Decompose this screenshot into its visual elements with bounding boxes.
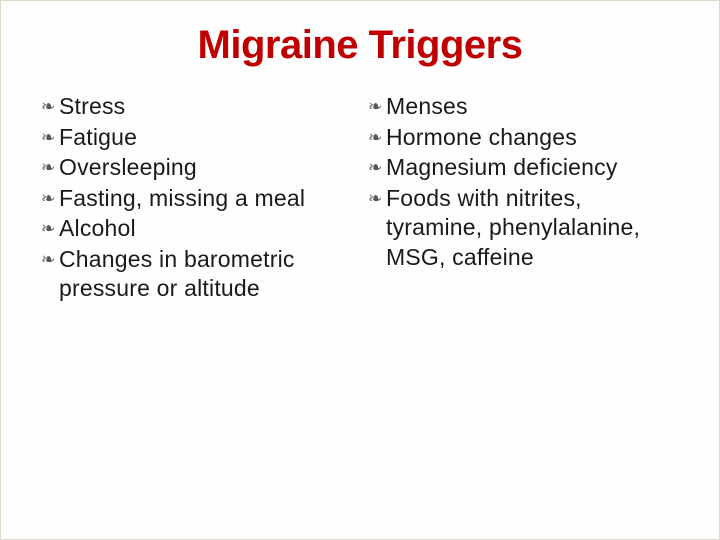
bullet-icon: ❧ — [366, 153, 386, 184]
list-item: ❧ Foods with nitrites, tyramine, phenyla… — [366, 184, 681, 272]
right-column: ❧ Menses ❧ Hormone changes ❧ Magnesium d… — [360, 92, 681, 304]
bullet-icon: ❧ — [39, 123, 59, 154]
list-item-text: Oversleeping — [59, 153, 354, 182]
list-item: ❧ Fatigue — [39, 123, 354, 154]
bullet-icon: ❧ — [39, 153, 59, 184]
list-item-text: Menses — [386, 92, 681, 121]
list-item: ❧ Hormone changes — [366, 123, 681, 154]
list-item-text: Magnesium deficiency — [386, 153, 681, 182]
content-columns: ❧ Stress ❧ Fatigue ❧ Oversleeping ❧ Fast… — [31, 92, 689, 304]
bullet-icon: ❧ — [39, 184, 59, 215]
bullet-icon: ❧ — [366, 184, 386, 215]
list-item-text: Alcohol — [59, 214, 354, 243]
list-item: ❧ Stress — [39, 92, 354, 123]
list-item-text: Stress — [59, 92, 354, 121]
bullet-icon: ❧ — [39, 214, 59, 245]
bullet-icon: ❧ — [366, 123, 386, 154]
list-item-text: Fasting, missing a meal — [59, 184, 354, 213]
list-item: ❧ Fasting, missing a meal — [39, 184, 354, 215]
slide: Migraine Triggers ❧ Stress ❧ Fatigue ❧ O… — [0, 0, 720, 540]
left-column: ❧ Stress ❧ Fatigue ❧ Oversleeping ❧ Fast… — [39, 92, 360, 304]
list-item: ❧ Alcohol — [39, 214, 354, 245]
bullet-icon: ❧ — [39, 92, 59, 123]
list-item: ❧ Changes in barometric pressure or alti… — [39, 245, 354, 304]
bullet-icon: ❧ — [39, 245, 59, 276]
list-item: ❧ Oversleeping — [39, 153, 354, 184]
list-item-text: Fatigue — [59, 123, 354, 152]
bullet-icon: ❧ — [366, 92, 386, 123]
list-item-text: Hormone changes — [386, 123, 681, 152]
slide-title: Migraine Triggers — [31, 23, 689, 68]
list-item-text: Changes in barometric pressure or altitu… — [59, 245, 354, 304]
list-item-text: Foods with nitrites, tyramine, phenylala… — [386, 184, 681, 272]
list-item: ❧ Menses — [366, 92, 681, 123]
list-item: ❧ Magnesium deficiency — [366, 153, 681, 184]
